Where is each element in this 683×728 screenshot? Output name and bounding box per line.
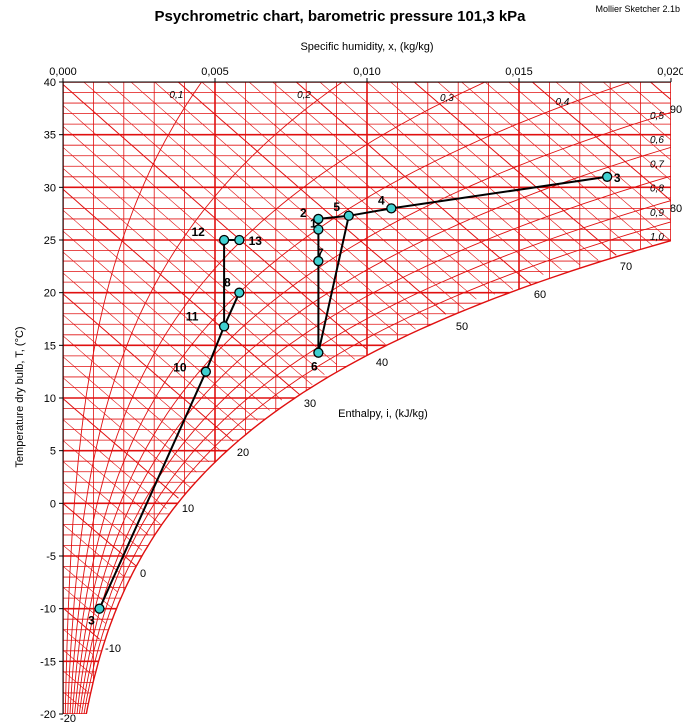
enthalpy-line <box>276 64 531 285</box>
x-axis-label: Specific humidity, x, (kg/kg) <box>300 41 433 53</box>
y-tick-label: 25 <box>44 235 56 247</box>
state-point-label: 8 <box>224 276 231 290</box>
enthalpy-line <box>416 63 635 251</box>
y-axis-label: Temperature dry bulb, T, (°C) <box>14 326 26 467</box>
y-tick-label: 0 <box>50 498 56 510</box>
state-point-label: 4 <box>378 193 385 207</box>
y-tick-label: -5 <box>46 551 56 563</box>
enthalpy-line <box>63 399 179 499</box>
y-tick-label: 30 <box>44 182 56 194</box>
state-point-marker <box>235 288 244 297</box>
state-point-label: 13 <box>249 234 263 248</box>
state-point-marker <box>220 322 229 331</box>
enthalpy-line <box>112 65 416 329</box>
enthalpy-tick-label: 50 <box>456 321 468 333</box>
x-tick-label: 0,015 <box>505 66 533 78</box>
rh-curve <box>75 98 683 714</box>
state-point-marker <box>387 204 396 213</box>
process-line <box>100 240 240 609</box>
rh-label: 0,1 <box>169 90 183 101</box>
enthalpy-tick-label: 20 <box>237 447 249 459</box>
rh-label: 0,2 <box>297 90 311 101</box>
state-point-label: 7 <box>317 246 324 260</box>
state-point-label: 10 <box>173 361 187 375</box>
state-point-marker <box>344 211 353 220</box>
enthalpy-line <box>179 62 465 310</box>
enthalpy-tick-label: 0 <box>140 568 146 580</box>
enthalpy-line <box>63 671 87 692</box>
state-point-label: 3 <box>88 614 95 628</box>
y-tick-label: 10 <box>44 393 56 405</box>
enthalpy-tick-label: 60 <box>534 289 546 301</box>
y-tick-label: 15 <box>44 340 56 352</box>
y-tick-label: 35 <box>44 130 56 142</box>
state-point-label: 6 <box>311 360 318 374</box>
enthalpy-line <box>391 62 616 255</box>
state-point-label: 11 <box>186 309 199 323</box>
y-tick-label: -20 <box>40 709 56 721</box>
enthalpy-line <box>63 336 209 462</box>
state-point-marker <box>95 604 104 613</box>
rh-curve <box>77 135 683 714</box>
state-point-marker <box>201 367 210 376</box>
rh-label: 0,4 <box>555 97 569 108</box>
y-tick-label: 20 <box>44 288 56 300</box>
state-point-marker <box>314 348 323 357</box>
enthalpy-line <box>136 66 428 320</box>
state-point-marker <box>314 214 323 223</box>
process-lines <box>100 177 608 609</box>
x-tick-label: 0,010 <box>353 66 381 78</box>
state-point-marker <box>220 236 229 245</box>
enthalpy-tick-label: -20 <box>60 713 76 725</box>
enthalpy-tick-label: 90 <box>670 104 682 116</box>
enthalpy-line <box>349 66 580 265</box>
enthalpy-tick-label: 70 <box>620 261 632 273</box>
y-tick-label: 40 <box>44 77 56 89</box>
enthalpy-tick-label: 30 <box>304 398 316 410</box>
state-point-label: 12 <box>191 225 205 239</box>
process-line <box>318 216 348 353</box>
state-point-marker <box>235 236 244 245</box>
state-point-label: 5 <box>333 200 340 214</box>
enthalpy-line <box>63 315 221 452</box>
state-point-marker <box>603 172 612 181</box>
enthalpy-line <box>63 378 191 488</box>
y-tick-label: 5 <box>50 446 56 458</box>
enthalpy-line <box>63 168 312 384</box>
state-point-label: 3 <box>614 171 621 185</box>
enthalpy-tick-label: 40 <box>376 357 388 369</box>
state-point-label: 2 <box>300 206 307 220</box>
enthalpy-tick-label: 10 <box>182 503 194 515</box>
x-tick-label: 0,020 <box>657 66 683 78</box>
x-tick-label: 0,005 <box>201 66 229 78</box>
enthalpy-line <box>63 566 112 608</box>
y-tick-label: -10 <box>40 604 56 616</box>
enthalpy-axis-label: Enthalpy, i, (kJ/kg) <box>338 408 428 420</box>
enthalpy-line <box>367 61 598 260</box>
enthalpy-line <box>63 106 355 360</box>
chart-title: Psychrometric chart, barometric pressure… <box>154 8 526 25</box>
enthalpy-tick-label: 80 <box>670 203 682 215</box>
watermark-text: Mollier Sketcher 2.1b <box>595 4 680 14</box>
enthalpy-line <box>513 65 671 200</box>
y-tick-label: -15 <box>40 656 56 668</box>
enthalpy-tick-label: -10 <box>105 643 121 655</box>
